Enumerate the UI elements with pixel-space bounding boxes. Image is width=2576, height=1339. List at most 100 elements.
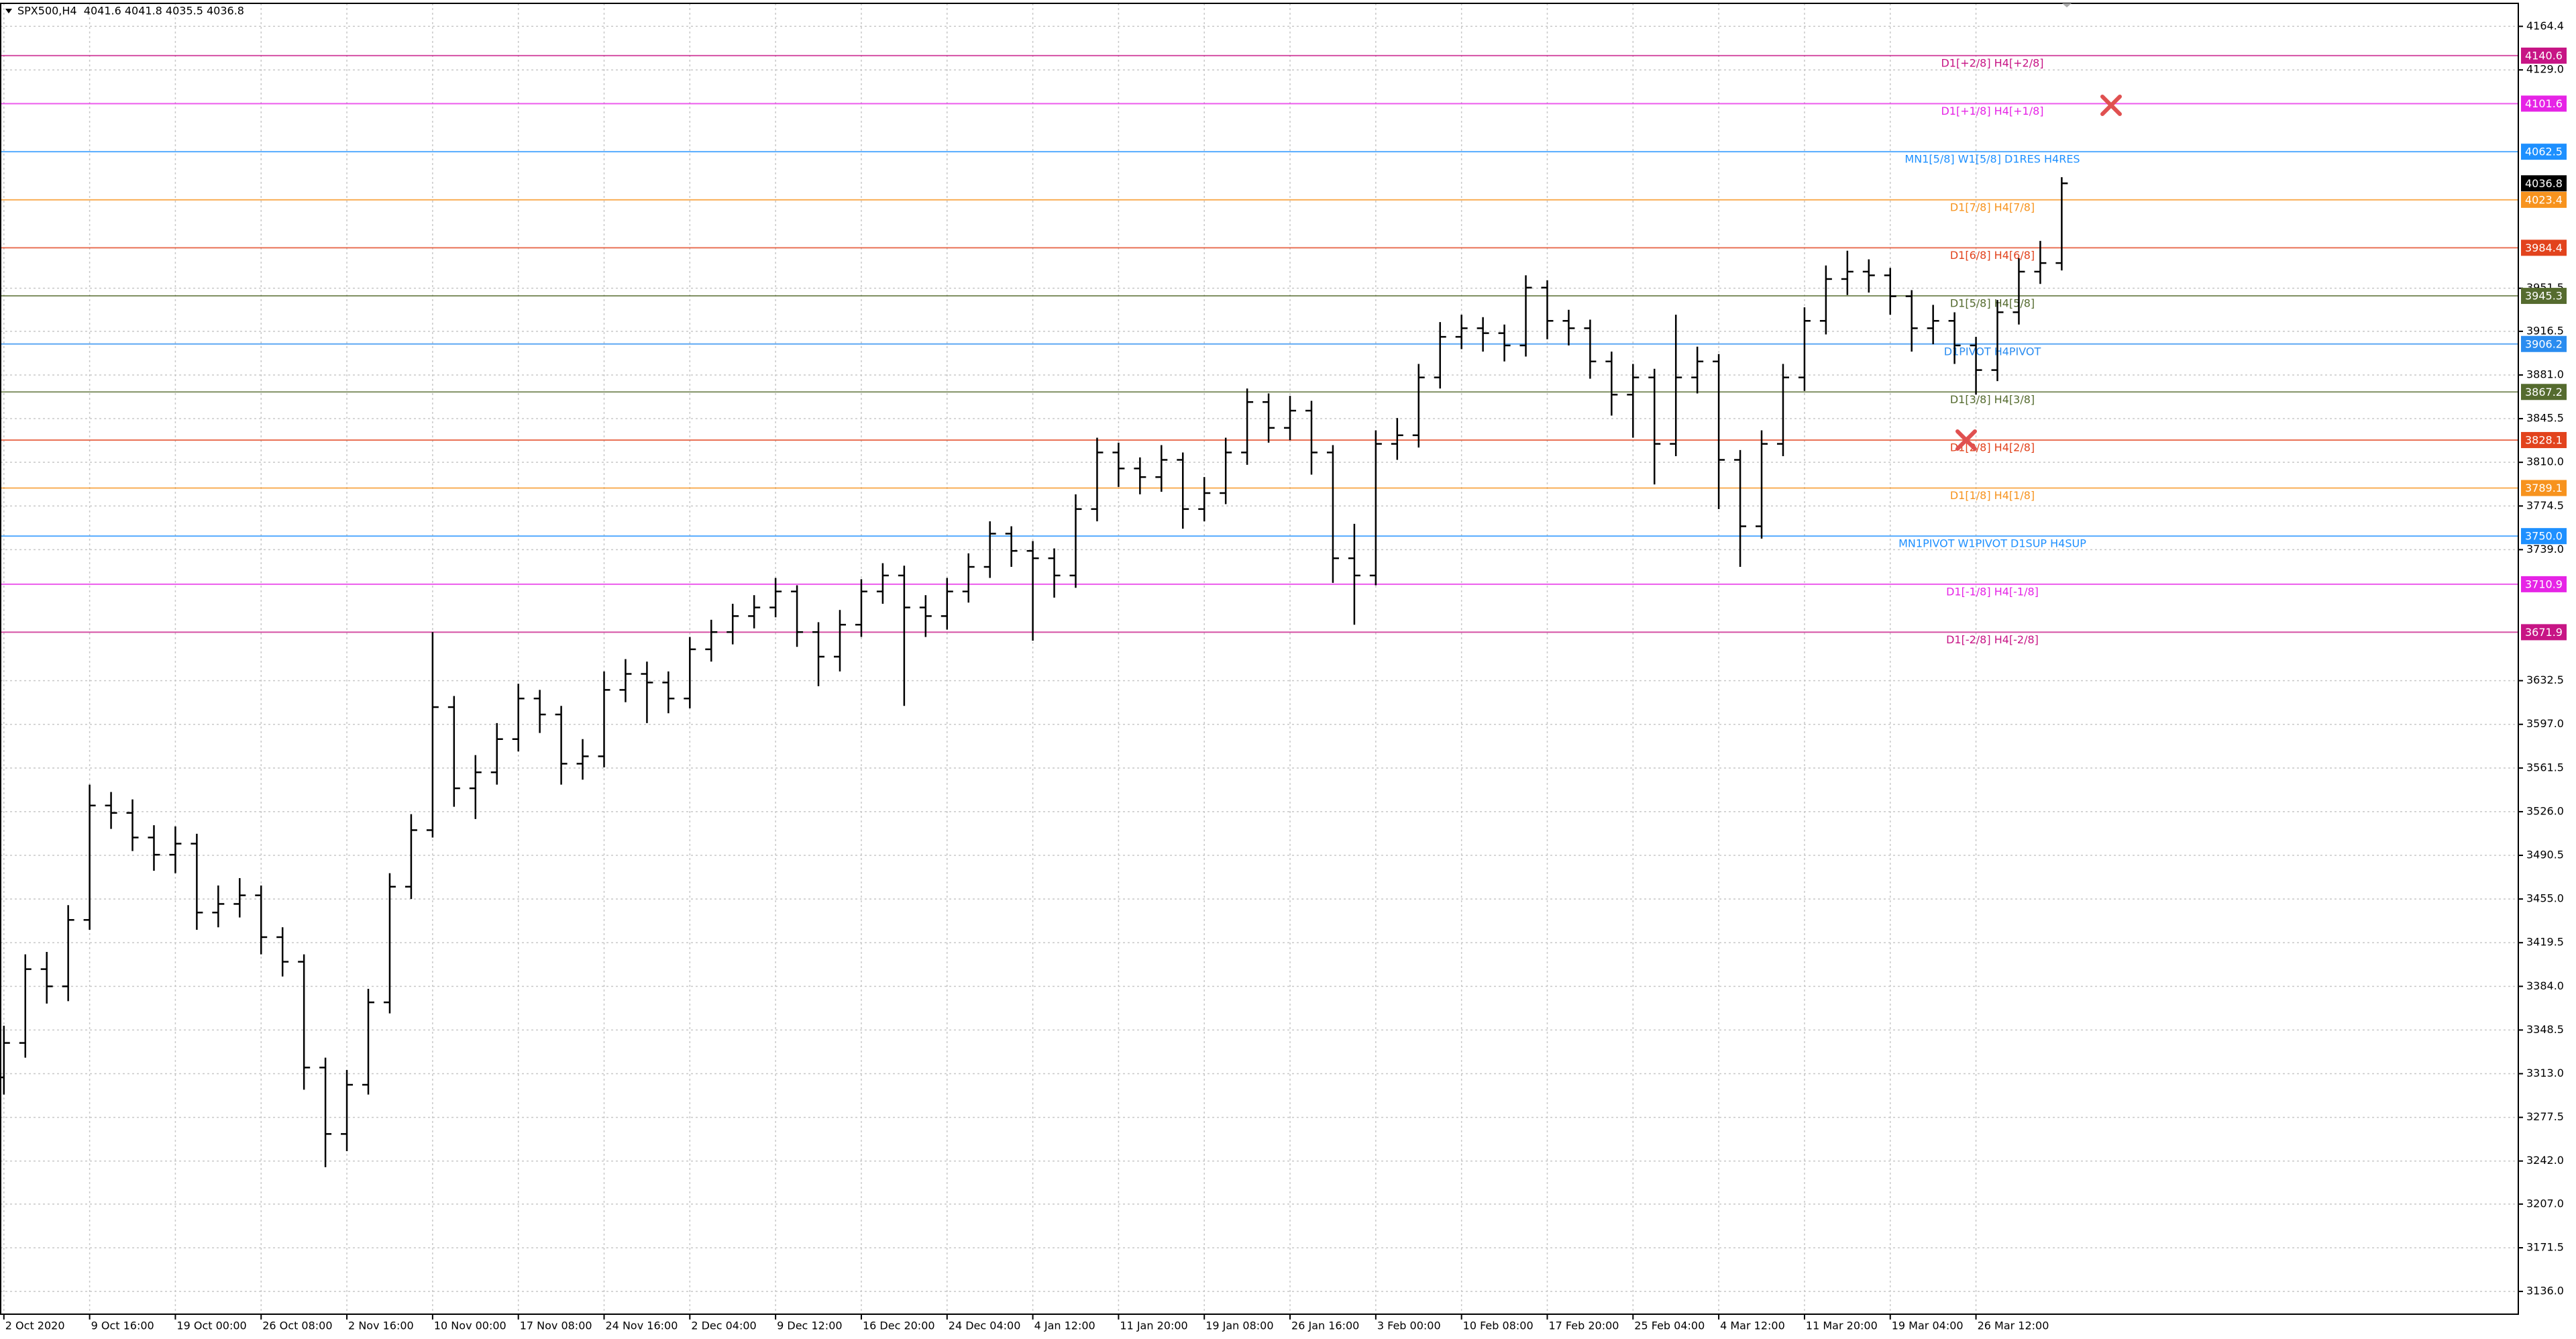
level-label: D1[3/8] H4[3/8] xyxy=(1950,393,2035,406)
y-tick-label: 3632.5 xyxy=(2526,674,2564,686)
price-tag xyxy=(2521,431,2567,448)
x-tick-label: 24 Dec 04:00 xyxy=(949,1320,1021,1332)
price-tag-label: 3984.4 xyxy=(2525,242,2563,254)
y-tick-label: 3242.0 xyxy=(2526,1154,2564,1167)
y-tick-label: 3845.5 xyxy=(2526,412,2564,425)
price-bars xyxy=(0,177,2068,1167)
x-tick-label: 26 Oct 08:00 xyxy=(262,1320,332,1332)
y-tick-label: 3526.0 xyxy=(2526,804,2564,817)
current-price-label: 4036.8 xyxy=(2525,177,2563,190)
y-tick-label: 3881.0 xyxy=(2526,368,2564,380)
price-tag xyxy=(2521,576,2567,592)
level-label: D1[5/8] H4[5/8] xyxy=(1950,297,2035,310)
x-tick-label: 19 Jan 08:00 xyxy=(1205,1320,1273,1332)
x-tick-label: 4 Jan 12:00 xyxy=(1034,1320,1095,1332)
price-tag-label: 3750.0 xyxy=(2525,530,2563,543)
x-tick-label: 2 Oct 2020 xyxy=(5,1320,65,1332)
level-label: D1PIVOT H4PIVOT xyxy=(1944,345,2041,358)
x-tick-label: 11 Jan 20:00 xyxy=(1120,1320,1187,1332)
price-tag xyxy=(2521,528,2567,545)
level-label: D1[-2/8] H4[-2/8] xyxy=(1946,633,2039,646)
y-tick-label: 3136.0 xyxy=(2526,1285,2564,1297)
price-tag-label: 3867.2 xyxy=(2525,386,2563,398)
x-tick-label: 19 Mar 04:00 xyxy=(1892,1320,1964,1332)
cross-marker xyxy=(2100,95,2122,116)
x-tick-label: 24 Nov 16:00 xyxy=(606,1320,678,1332)
current-price-tag xyxy=(2521,175,2567,192)
price-tag-label: 3710.9 xyxy=(2525,578,2563,590)
plot-frame xyxy=(0,3,2519,1315)
axes: 4164.44129.03951.53916.53881.03845.53810… xyxy=(3,19,2567,1332)
menu-triangle xyxy=(5,9,12,13)
price-tag xyxy=(2521,335,2567,352)
y-tick-label: 3597.0 xyxy=(2526,717,2564,730)
y-tick-label: 3455.0 xyxy=(2526,892,2564,905)
level-label: D1[+2/8] H4[+2/8] xyxy=(1941,56,2043,69)
x-tick-label: 25 Feb 04:00 xyxy=(1634,1320,1705,1332)
x-tick-label: 9 Oct 16:00 xyxy=(91,1320,154,1332)
chart-title: SPX500,H4 4041.6 4041.8 4035.5 4036.8 xyxy=(17,5,244,17)
price-tag-label: 3789.1 xyxy=(2525,482,2563,494)
y-tick-label: 3207.0 xyxy=(2526,1197,2564,1210)
y-tick-label: 4164.4 xyxy=(2526,19,2564,32)
x-tick-label: 10 Feb 08:00 xyxy=(1463,1320,1534,1332)
x-tick-label: 2 Nov 16:00 xyxy=(348,1320,414,1332)
price-tag xyxy=(2521,624,2567,641)
x-tick-label: 3 Feb 00:00 xyxy=(1377,1320,1441,1332)
price-tag xyxy=(2521,47,2567,64)
level-label: D1[7/8] H4[7/8] xyxy=(1950,201,2035,213)
y-tick-label: 3419.5 xyxy=(2526,936,2564,949)
y-tick-label: 3916.5 xyxy=(2526,324,2564,337)
x-tick-label: 16 Dec 20:00 xyxy=(863,1320,935,1332)
y-tick-label: 3277.5 xyxy=(2526,1110,2564,1123)
price-tag xyxy=(2521,384,2567,400)
price-tag-label: 4062.5 xyxy=(2525,146,2563,158)
x-tick-label: 26 Jan 16:00 xyxy=(1291,1320,1359,1332)
x-tick-label: 9 Dec 12:00 xyxy=(777,1320,842,1332)
price-tag-label: 3945.3 xyxy=(2525,290,2563,303)
price-tag-label: 3671.9 xyxy=(2525,626,2563,639)
grid xyxy=(1,3,2518,1314)
price-tag-label: 3906.2 xyxy=(2525,337,2563,350)
cross-stroke xyxy=(1955,429,1977,451)
x-tick-label: 4 Mar 12:00 xyxy=(1720,1320,1785,1332)
level-label: D1[-1/8] H4[-1/8] xyxy=(1946,585,2039,598)
cross-marker xyxy=(1955,429,1977,451)
y-tick-label: 3490.5 xyxy=(2526,849,2564,861)
level-label: D1[1/8] H4[1/8] xyxy=(1950,489,2035,502)
x-tick-label: 17 Feb 20:00 xyxy=(1548,1320,1619,1332)
price-tag-label: 4023.4 xyxy=(2525,193,2563,206)
x-tick-label: 10 Nov 00:00 xyxy=(434,1320,506,1332)
level-label: MN1[5/8] W1[5/8] D1RES H4RES xyxy=(1904,153,2080,166)
price-tag-label: 4140.6 xyxy=(2525,49,2563,62)
y-tick-label: 3171.5 xyxy=(2526,1240,2564,1253)
level-label: MN1PIVOT W1PIVOT D1SUP H4SUP xyxy=(1898,537,2086,550)
y-tick-label: 3739.0 xyxy=(2526,543,2564,555)
y-tick-label: 3810.0 xyxy=(2526,456,2564,468)
y-tick-label: 3384.0 xyxy=(2526,979,2564,992)
x-tick-label: 11 Mar 20:00 xyxy=(1806,1320,1878,1332)
price-tag xyxy=(2521,95,2567,112)
price-tag xyxy=(2521,191,2567,208)
cross-stroke xyxy=(2100,95,2122,116)
y-tick-label: 3561.5 xyxy=(2526,761,2564,773)
x-tick-label: 19 Oct 00:00 xyxy=(176,1320,246,1332)
price-tag xyxy=(2521,480,2567,496)
y-tick-label: 3348.5 xyxy=(2526,1023,2564,1036)
level-label: D1[+1/8] H4[+1/8] xyxy=(1941,105,2043,117)
x-tick-label: 26 Mar 12:00 xyxy=(1978,1320,2049,1332)
y-tick-label: 3313.0 xyxy=(2526,1067,2564,1079)
price-tag xyxy=(2521,288,2567,305)
level-label: D1[6/8] H4[6/8] xyxy=(1950,249,2035,262)
x-tick-label: 2 Dec 04:00 xyxy=(691,1320,756,1332)
price-tag xyxy=(2521,144,2567,160)
shift-marker xyxy=(2062,3,2072,7)
y-tick-label: 3774.5 xyxy=(2526,499,2564,512)
price-tag xyxy=(2521,239,2567,256)
x-tick-label: 17 Nov 08:00 xyxy=(520,1320,592,1332)
price-tag-label: 3828.1 xyxy=(2525,433,2563,446)
y-tick-label: 4129.0 xyxy=(2526,63,2564,76)
